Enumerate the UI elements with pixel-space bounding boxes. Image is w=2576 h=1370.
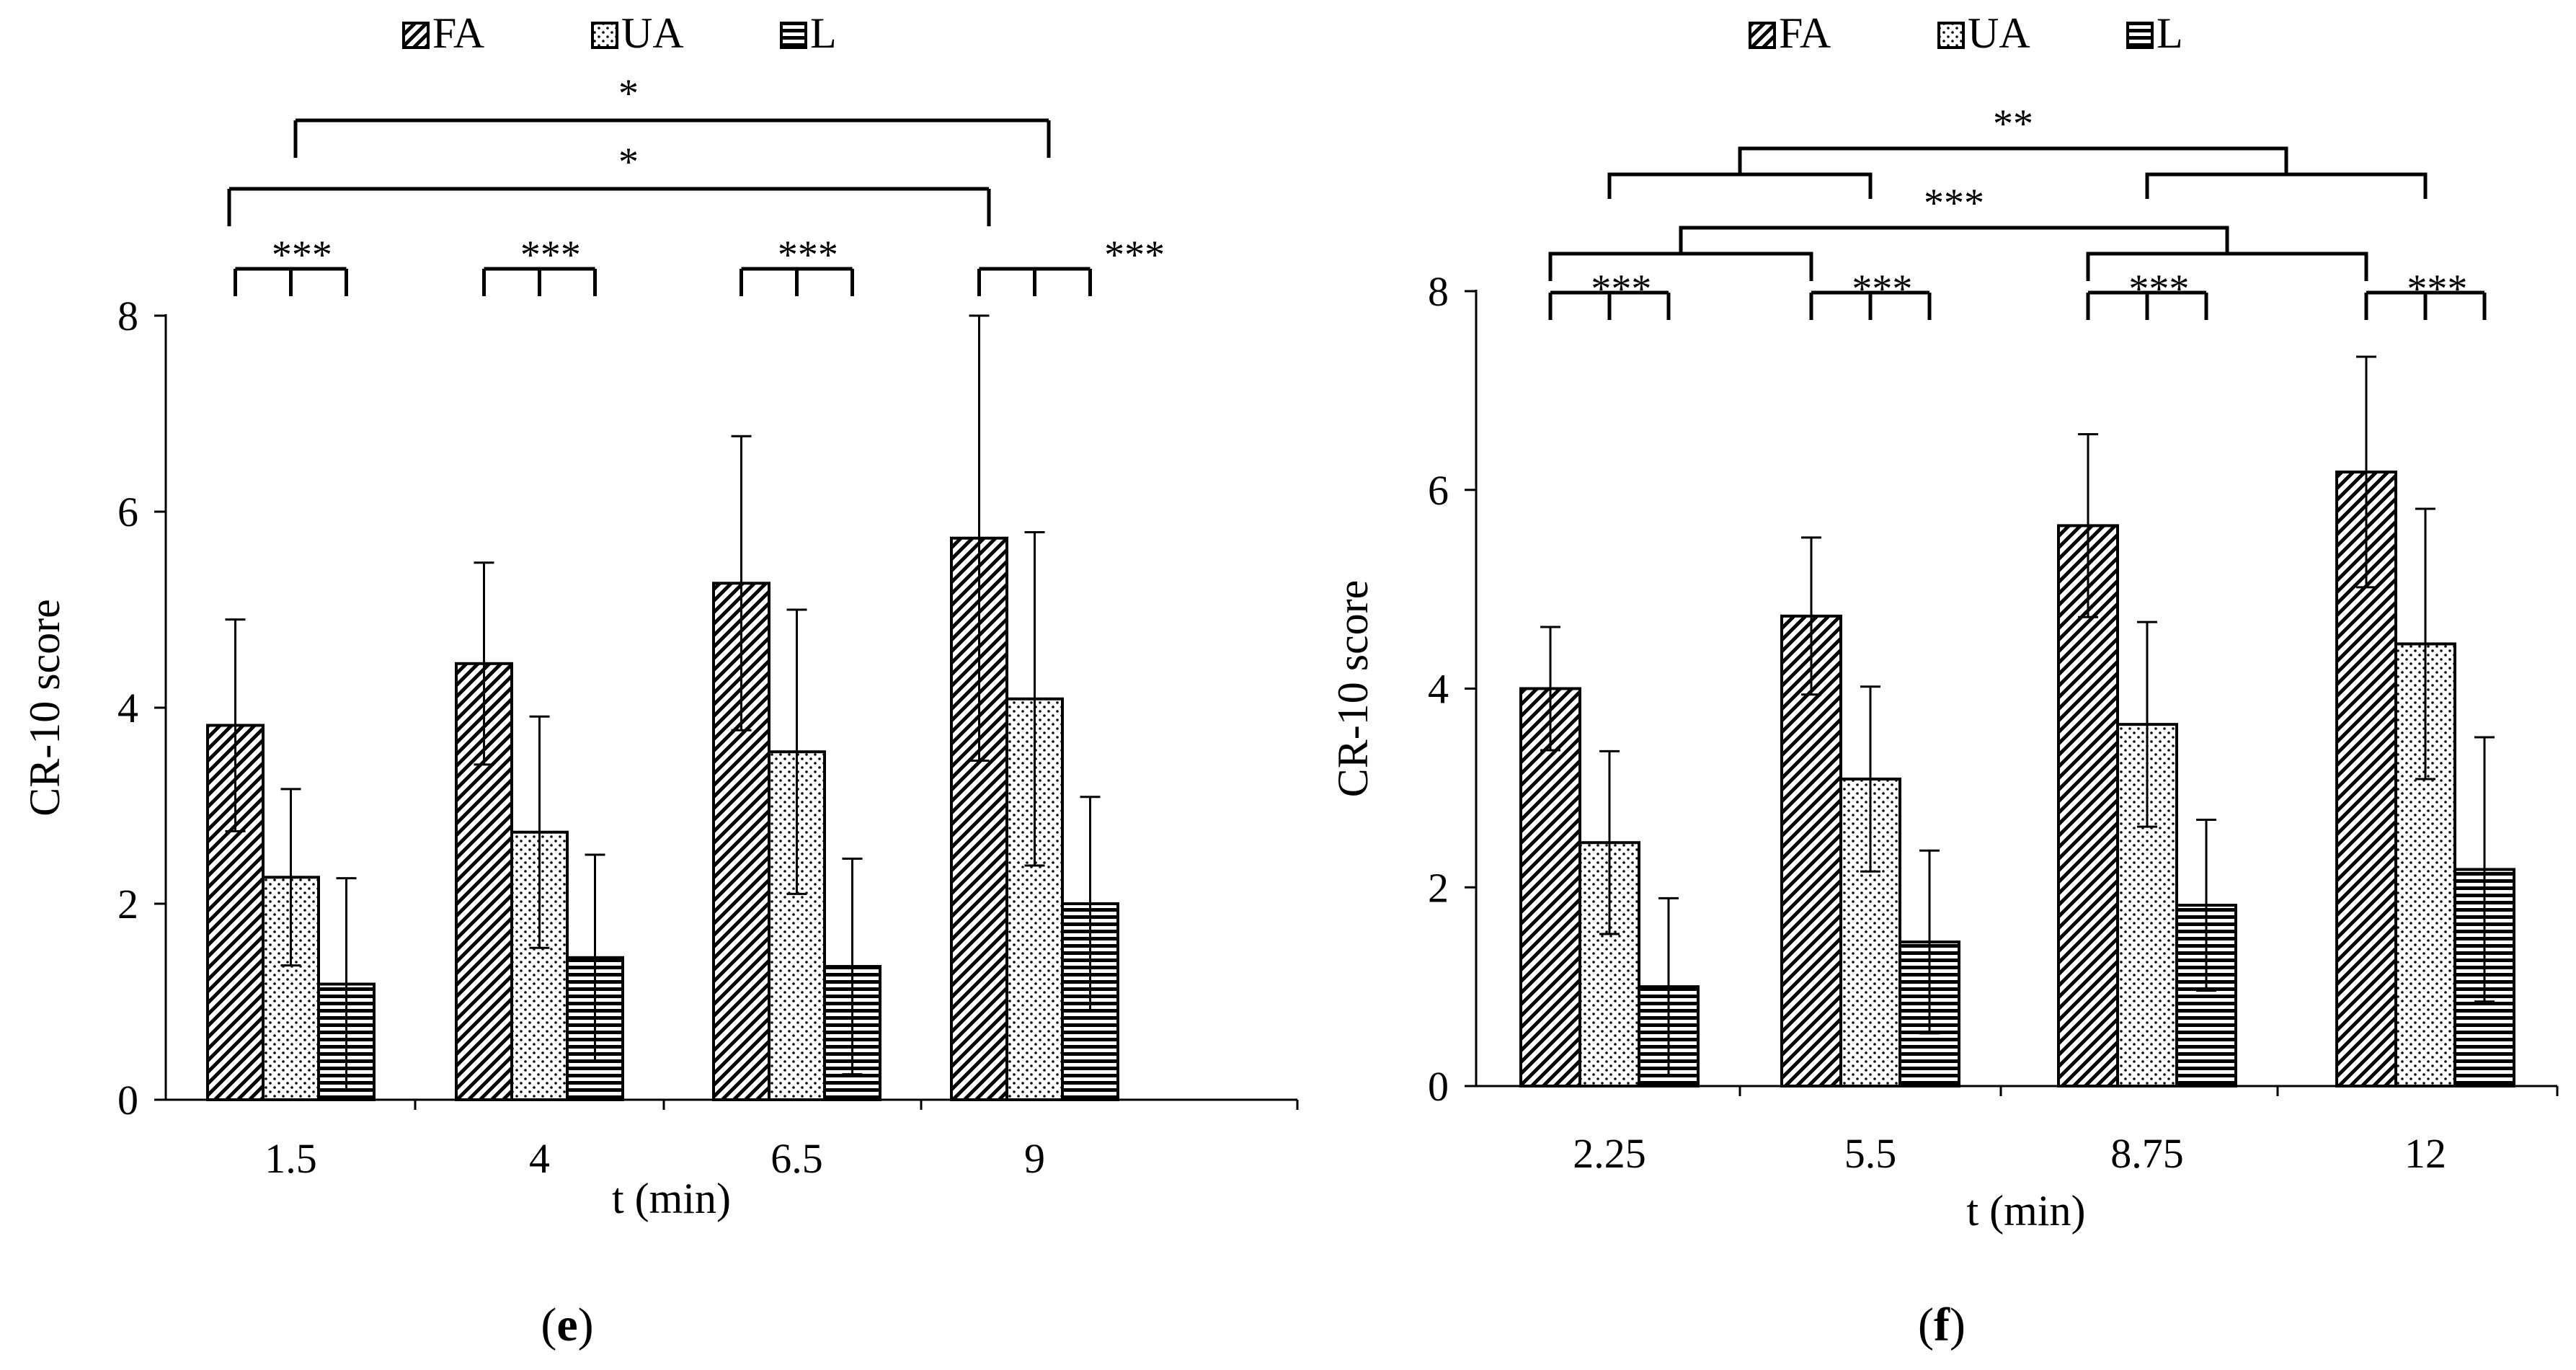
panel-f-within-bracket [1809, 290, 1932, 320]
panel-e-error-bar-UA [1024, 531, 1045, 867]
panel-e-legend-label-FA: FA [432, 9, 484, 57]
panel-f-x-tick-label: 2.25 [1573, 1130, 1646, 1177]
panel-f-y-tick-label: 2 [1428, 864, 1449, 911]
connector [1679, 226, 2229, 254]
panel-e-error-bar-UA [280, 788, 301, 967]
panel-f-within-bracket [1548, 290, 1671, 320]
panel-e-error-bar-UA [786, 608, 807, 895]
panel-f-between-sig-label: *** [1924, 181, 1984, 226]
panel-e-within-bracket [234, 267, 348, 296]
panel-f-legend-label-UA: UA [1968, 9, 2030, 57]
panel-e-error-bar-FA [225, 618, 246, 832]
panel-f-error-bar-FA [2356, 355, 2376, 589]
panel-e-bar-UA [262, 876, 320, 1102]
left-arm [1607, 172, 1873, 199]
panel-f-within-sig-label: *** [2407, 267, 2467, 311]
panel-f-y-tick-label: 6 [1428, 467, 1449, 514]
panel-f-within-sig-label: *** [1852, 267, 1912, 311]
panel-f-y-axis-title: CR-10 score [1329, 580, 1377, 798]
panel-f-bar-FA [1519, 687, 1581, 1087]
panel-e-x-tick-label: 1.5 [265, 1135, 317, 1182]
panel-e-within-sig-label: *** [778, 233, 838, 277]
panel-e-x-tick-label: 6.5 [770, 1135, 823, 1182]
panel-e-y-tick-label: 4 [117, 685, 138, 731]
panel-e-error-bar-L [585, 853, 605, 1062]
panel-e-between-bracket [293, 118, 1051, 158]
panel-e-within-bracket [482, 267, 597, 296]
panel-f-legend-item-L: L [2126, 9, 2183, 57]
panel-f-error-bar-UA [2415, 507, 2435, 780]
panel-f-error-bar-FA [1540, 626, 1560, 752]
left-arm [1548, 252, 1813, 281]
panel-f-legend-label-FA: FA [1779, 9, 1831, 57]
panel-f-within-sig-label: *** [2128, 267, 2189, 311]
panel-e-legend-label-UA: UA [621, 9, 684, 57]
panel-f-within-bracket [2086, 290, 2208, 320]
panel-e-legend-swatch-L [780, 22, 807, 49]
panel-f-between-bracket [1548, 226, 2368, 281]
panel-f-error-bar-UA [1860, 685, 1880, 873]
panel-e-legend-item-UA: UA [591, 9, 684, 57]
panel-e-y-tick-label: 2 [117, 881, 138, 928]
panel-e-y-tick-label: 0 [117, 1077, 138, 1124]
panel-f-legend-label-L: L [2157, 9, 2183, 57]
panel-e-within-sig-label: *** [272, 233, 332, 277]
panel-e-within-sig-label: *** [520, 233, 581, 277]
panel-e-within-bracket [977, 267, 1092, 296]
panel-f-between-bracket [1607, 146, 2428, 199]
panel-f-within-bracket [2364, 290, 2487, 320]
panel-e-x-tick-label: 9 [1024, 1135, 1045, 1182]
panel-e-within-sig-label: *** [1104, 233, 1165, 277]
panel-e-legend-item-FA: FA [402, 9, 484, 57]
panel-f-error-bar-L [2474, 736, 2495, 1003]
panel-f-label: (f) [1918, 1299, 1966, 1351]
right-arm [2145, 172, 2428, 199]
panel-e-error-bar-UA [529, 715, 550, 949]
panel-f-between-sig-label: ** [1993, 102, 2033, 146]
panel-e-error-bar-L [842, 857, 863, 1076]
panel-f-y-tick-label: 4 [1428, 666, 1449, 713]
panel-e-y-tick-label: 8 [117, 293, 138, 339]
connector [1738, 146, 2288, 174]
panel-e-between-bracket [227, 187, 991, 226]
panel-f-legend-swatch-UA [1937, 22, 1965, 49]
panel-e-error-bar-L [1080, 796, 1101, 1012]
panel-f-legend-item-UA: UA [1937, 9, 2030, 57]
panel-f-error-bar-UA [2137, 620, 2157, 828]
panel-e-error-bar-L [336, 877, 357, 1091]
panel-e-between-sig-label: * [618, 71, 639, 116]
panel-f-error-bar-UA [1599, 750, 1620, 935]
panel-f-within-sig-label: *** [1591, 267, 1651, 311]
panel-f-legend-swatch-FA [1749, 22, 1776, 49]
panel-f-error-bar-FA [2078, 433, 2098, 618]
panel-f-y-tick-label: 0 [1428, 1063, 1449, 1110]
panel-f-error-bar-L [1919, 849, 1940, 1035]
panel-e-y-axis-title: CR-10 score [21, 599, 68, 817]
panel-f-error-bar-L [1658, 897, 1679, 1077]
panel-e-error-bar-FA [969, 314, 990, 762]
panel-e-legend-item-L: L [780, 9, 837, 57]
panel-e-error-bar-FA [731, 435, 752, 731]
panel-f-legend-swatch-L [2126, 22, 2154, 49]
panel-f-y-tick-label: 8 [1428, 268, 1449, 315]
panel-e-x-axis-title: t (min) [612, 1175, 731, 1222]
panel-f-x-axis-title: t (min) [1967, 1187, 2086, 1235]
panel-f-x-tick-label: 12 [2404, 1130, 2446, 1177]
panel-e-legend-label-L: L [810, 9, 837, 57]
panel-e-x-tick-label: 4 [529, 1135, 550, 1182]
panel-e-legend-swatch-UA [591, 22, 618, 49]
panel-f-error-bar-FA [1801, 536, 1821, 696]
panel-e-y-tick-label: 6 [117, 489, 138, 535]
panel-f-error-bar-L [2196, 818, 2216, 992]
panel-e-between-sig-label: * [618, 140, 639, 184]
panel-e-label: (e) [541, 1299, 593, 1351]
panel-e-within-bracket [740, 267, 854, 296]
panel-e-legend-swatch-FA [402, 22, 430, 49]
panel-f-x-tick-label: 5.5 [1844, 1130, 1897, 1177]
panel-f-legend-item-FA: FA [1749, 9, 1831, 57]
panel-e-error-bar-FA [474, 561, 494, 766]
panel-f-x-tick-label: 8.75 [2110, 1130, 2184, 1177]
